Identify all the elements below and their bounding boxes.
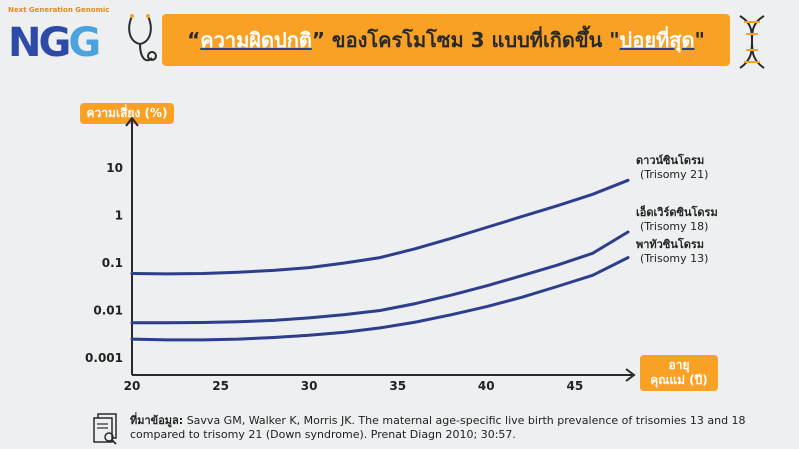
x-tick-label: 20 xyxy=(124,379,141,393)
title-highlight-most-common: บ่อยที่สุด xyxy=(619,28,695,52)
series-line-3 xyxy=(130,256,630,342)
stethoscope-icon xyxy=(128,14,157,62)
x-tick-label: 30 xyxy=(301,379,318,393)
logo-tagline: Next Generation Genomic xyxy=(8,6,110,14)
x-tick-label: 25 xyxy=(212,379,229,393)
axes xyxy=(125,116,636,382)
title-part: แบบที่เกิดขึ้น " xyxy=(484,28,620,52)
series-label-subname: (Trisomy 21) xyxy=(640,168,708,181)
title-number: 3 xyxy=(470,28,485,52)
series-line-2 xyxy=(130,230,630,325)
y-tick-labels: 10 1 0.1 0.01 0.001 xyxy=(85,161,123,365)
dna-icon xyxy=(739,15,765,69)
x-tick-label: 40 xyxy=(478,379,495,393)
series-line-1 xyxy=(130,178,630,276)
logo-mark-ng: NG xyxy=(8,20,71,66)
y-tick-label: 10 xyxy=(106,161,123,175)
page-title: “ความผิดปกติ” ของโครโมโซม 3 แบบที่เกิดขึ… xyxy=(187,24,705,56)
y-tick-label: 0.1 xyxy=(102,256,123,270)
reference-body: Savva GM, Walker K, Morris JK. The mater… xyxy=(130,414,746,441)
y-axis-arrow xyxy=(125,116,139,127)
ngg-logo: Next Generation Genomic NGG xyxy=(8,6,118,68)
logo-mark: NGG xyxy=(8,20,101,66)
x-axis-label: อายุ คุณแม่ (ปี) xyxy=(640,355,718,391)
x-tick-labels: 20 25 30 35 40 45 xyxy=(124,379,584,393)
series-labels: ดาวน์ซินโดรม(Trisomy 21) เอ็ดเวิร์ดซินโดร… xyxy=(636,153,718,265)
title-part: " xyxy=(694,28,705,52)
document-search-icon xyxy=(93,413,117,445)
title-part: “ xyxy=(187,28,201,52)
x-axis-label-line2: คุณแม่ (ปี) xyxy=(650,373,708,387)
x-axis-arrow xyxy=(625,368,636,382)
series-lines xyxy=(130,178,630,342)
title-part: ” ของโครโมโซม xyxy=(311,28,471,52)
series-label-subname: (Trisomy 13) xyxy=(640,252,708,265)
x-tick-label: 35 xyxy=(389,379,406,393)
reference-text: ที่มาข้อมูล: Savva GM, Walker K, Morris … xyxy=(130,414,770,442)
y-tick-label: 0.001 xyxy=(85,351,123,365)
y-tick-label: 0.01 xyxy=(93,304,123,318)
series-label-name: พาทัวซินโดรม xyxy=(636,237,704,251)
y-axis-label: ความเสี่ยง (%) xyxy=(80,103,174,124)
y-tick-label: 1 xyxy=(115,209,123,223)
title-banner: “ความผิดปกติ” ของโครโมโซม 3 แบบที่เกิดขึ… xyxy=(162,14,730,66)
x-tick-label: 45 xyxy=(567,379,584,393)
logo-mark-g: G xyxy=(68,20,101,66)
series-label-subname: (Trisomy 18) xyxy=(640,220,708,233)
series-label-name: ดาวน์ซินโดรม xyxy=(636,153,704,167)
title-highlight-abnormality: ความผิดปกติ xyxy=(200,28,312,52)
series-label-name: เอ็ดเวิร์ดซินโดรม xyxy=(636,205,718,219)
x-axis-label-line1: อายุ xyxy=(668,358,690,372)
reference-label: ที่มาข้อมูล: xyxy=(130,414,184,427)
